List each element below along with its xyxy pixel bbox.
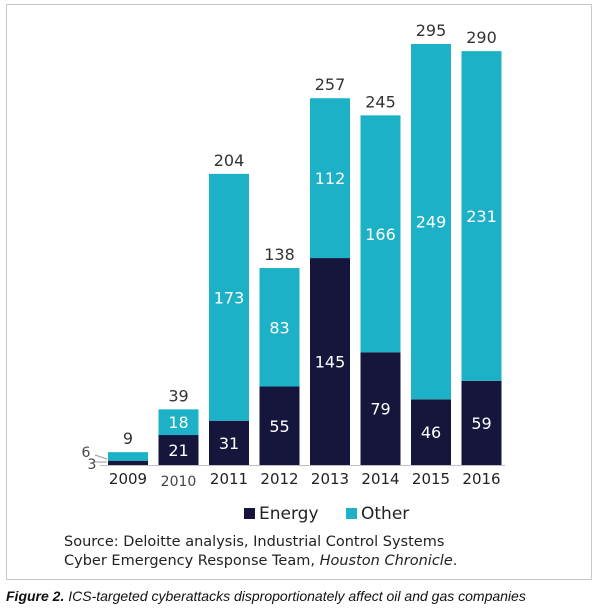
total-label-2011: 204	[214, 151, 245, 170]
x-tick-2011: 2011	[210, 470, 248, 488]
bar-energy-2014	[360, 352, 401, 465]
bar-energy-2011	[209, 420, 249, 465]
stacked-bar-chart: 6392009211839201031173204201155831382012…	[82, 21, 505, 524]
x-tick-2014: 2014	[361, 470, 399, 488]
bar-other-2016	[461, 51, 502, 381]
label-other-2011: 173	[214, 288, 245, 307]
source-suffix: .	[452, 553, 458, 569]
label-other-2015: 249	[416, 213, 447, 232]
bar-energy-2015	[411, 399, 451, 465]
bar-energy-2016	[461, 380, 502, 465]
figure-number: Figure 2.	[6, 588, 65, 604]
x-tick-2016: 2016	[462, 470, 500, 488]
x-tick-2015: 2015	[412, 470, 450, 488]
total-label-2012: 138	[264, 245, 295, 264]
total-label-2014: 245	[365, 92, 396, 111]
label-other-2010: 18	[168, 413, 188, 432]
bar-other-2009	[108, 452, 148, 461]
total-label-2010: 39	[168, 386, 188, 405]
label-energy-2016: 59	[471, 414, 491, 433]
legend-swatch-other	[346, 508, 357, 519]
bar-other-2013	[310, 98, 350, 259]
total-label-2015: 295	[416, 21, 447, 40]
bar-energy-2012	[259, 386, 300, 465]
bar-other-2014	[360, 115, 401, 353]
label-other-2012: 83	[269, 318, 289, 337]
x-tick-2012: 2012	[260, 470, 298, 488]
label-other-2009: 6	[82, 445, 91, 461]
leader-other-2009	[94, 454, 108, 460]
total-label-2009: 9	[123, 429, 133, 448]
label-energy-2011: 31	[219, 434, 239, 453]
x-tick-2010: 2010	[161, 474, 197, 490]
bar-other-2011	[209, 173, 249, 421]
label-other-2014: 166	[365, 225, 396, 244]
label-energy-2009: 3	[88, 457, 97, 473]
label-other-2016: 231	[466, 207, 497, 226]
source-note: Source: Deloitte analysis, Industrial Co…	[64, 533, 534, 571]
bar-other-2012	[259, 268, 300, 387]
label-energy-2015: 46	[421, 423, 441, 442]
figure-caption: Figure 2. ICS-targeted cyberattacks disp…	[6, 588, 596, 604]
source-publication: Houston Chronicle	[319, 553, 453, 569]
caption-text: ICS-targeted cyberattacks disproportiona…	[64, 588, 526, 604]
legend-label-other: Other	[361, 504, 409, 524]
label-energy-2014: 79	[370, 400, 390, 419]
label-energy-2013: 145	[315, 353, 346, 372]
legend-swatch-energy	[244, 508, 255, 519]
bar-energy-2010	[158, 435, 199, 465]
x-tick-2009: 2009	[109, 470, 147, 488]
source-line-2: Cyber Emergency Response Team,	[64, 553, 320, 569]
bar-other-2015	[411, 44, 451, 400]
bar-energy-2013	[310, 258, 350, 465]
bar-other-2010	[158, 409, 199, 436]
label-energy-2012: 55	[269, 417, 289, 436]
total-label-2013: 257	[315, 75, 346, 94]
legend-label-energy: Energy	[259, 504, 319, 524]
x-tick-2013: 2013	[311, 470, 349, 488]
source-line-1: Source: Deloitte analysis, Industrial Co…	[64, 534, 445, 550]
label-other-2013: 112	[315, 169, 346, 188]
bar-energy-2009	[108, 460, 148, 465]
total-label-2016: 290	[466, 28, 497, 47]
label-energy-2010: 21	[168, 441, 188, 460]
